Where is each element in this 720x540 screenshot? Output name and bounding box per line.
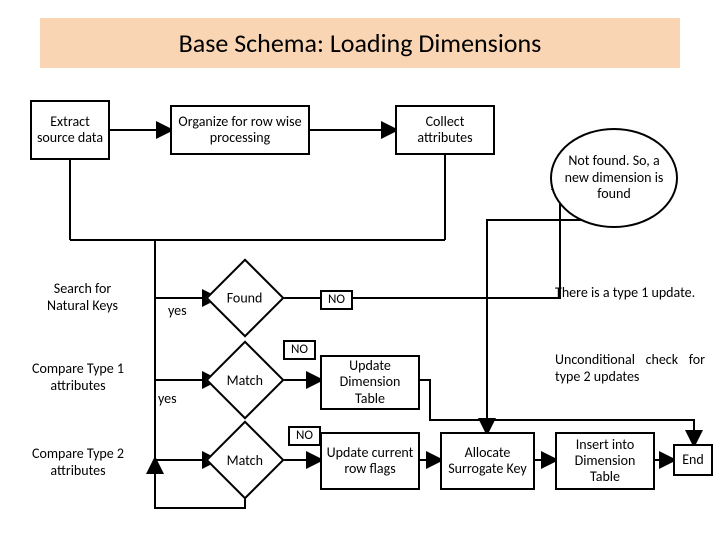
node-collect: Collect attributes xyxy=(395,105,495,155)
node-cmp1-label: Compare Type 1 attributes xyxy=(22,361,134,393)
node-organize-label: Organize for row wise processing xyxy=(176,114,304,146)
label-no-1: NO xyxy=(320,290,353,310)
label-no-2: NO xyxy=(283,340,316,360)
label-yes-2: yes xyxy=(158,390,177,407)
title-text: Base Schema: Loading Dimensions xyxy=(179,27,542,59)
node-update-flags: Update current row flags xyxy=(320,432,420,490)
node-extract: Extract source data xyxy=(30,100,110,160)
node-update-dim: Update Dimension Table xyxy=(320,355,420,410)
node-update-flags-label: Update current row flags xyxy=(326,445,414,477)
node-notfound-label: Not found. So, a new dimension is found xyxy=(558,153,670,203)
node-search: Search for Natural Keys xyxy=(30,275,135,320)
node-cmp2-label: Compare Type 2 attributes xyxy=(22,446,134,478)
decision-match2-label: Match xyxy=(227,452,263,469)
node-end: End xyxy=(673,444,713,476)
annotation-type1: There is a type 1 update. xyxy=(555,285,705,302)
page-title: Base Schema: Loading Dimensions xyxy=(40,18,680,68)
node-update-dim-label: Update Dimension Table xyxy=(326,358,414,406)
node-cmp2: Compare Type 2 attributes xyxy=(18,440,138,485)
node-end-label: End xyxy=(682,452,704,468)
node-organize: Organize for row wise processing xyxy=(170,105,310,155)
node-alloc: Allocate Surrogate Key xyxy=(440,432,535,490)
node-insert-label: Insert into Dimension Table xyxy=(561,437,649,485)
node-extract-label: Extract source data xyxy=(36,114,104,146)
annotation-type2: Unconditional check for type 2 updates xyxy=(555,352,705,386)
node-alloc-label: Allocate Surrogate Key xyxy=(446,445,529,477)
decision-match2: Match xyxy=(205,420,284,499)
decision-found: Found xyxy=(205,258,284,337)
node-notfound-ellipse: Not found. So, a new dimension is found xyxy=(550,128,678,228)
node-cmp1: Compare Type 1 attributes xyxy=(18,355,138,400)
decision-found-label: Found xyxy=(227,289,263,306)
label-yes-1: yes xyxy=(168,302,187,319)
decision-match1-label: Match xyxy=(227,372,263,389)
label-no-3: NO xyxy=(288,426,321,446)
decision-match1: Match xyxy=(205,340,284,419)
node-search-label: Search for Natural Keys xyxy=(34,281,131,313)
node-collect-label: Collect attributes xyxy=(401,114,489,146)
node-insert: Insert into Dimension Table xyxy=(555,432,655,490)
